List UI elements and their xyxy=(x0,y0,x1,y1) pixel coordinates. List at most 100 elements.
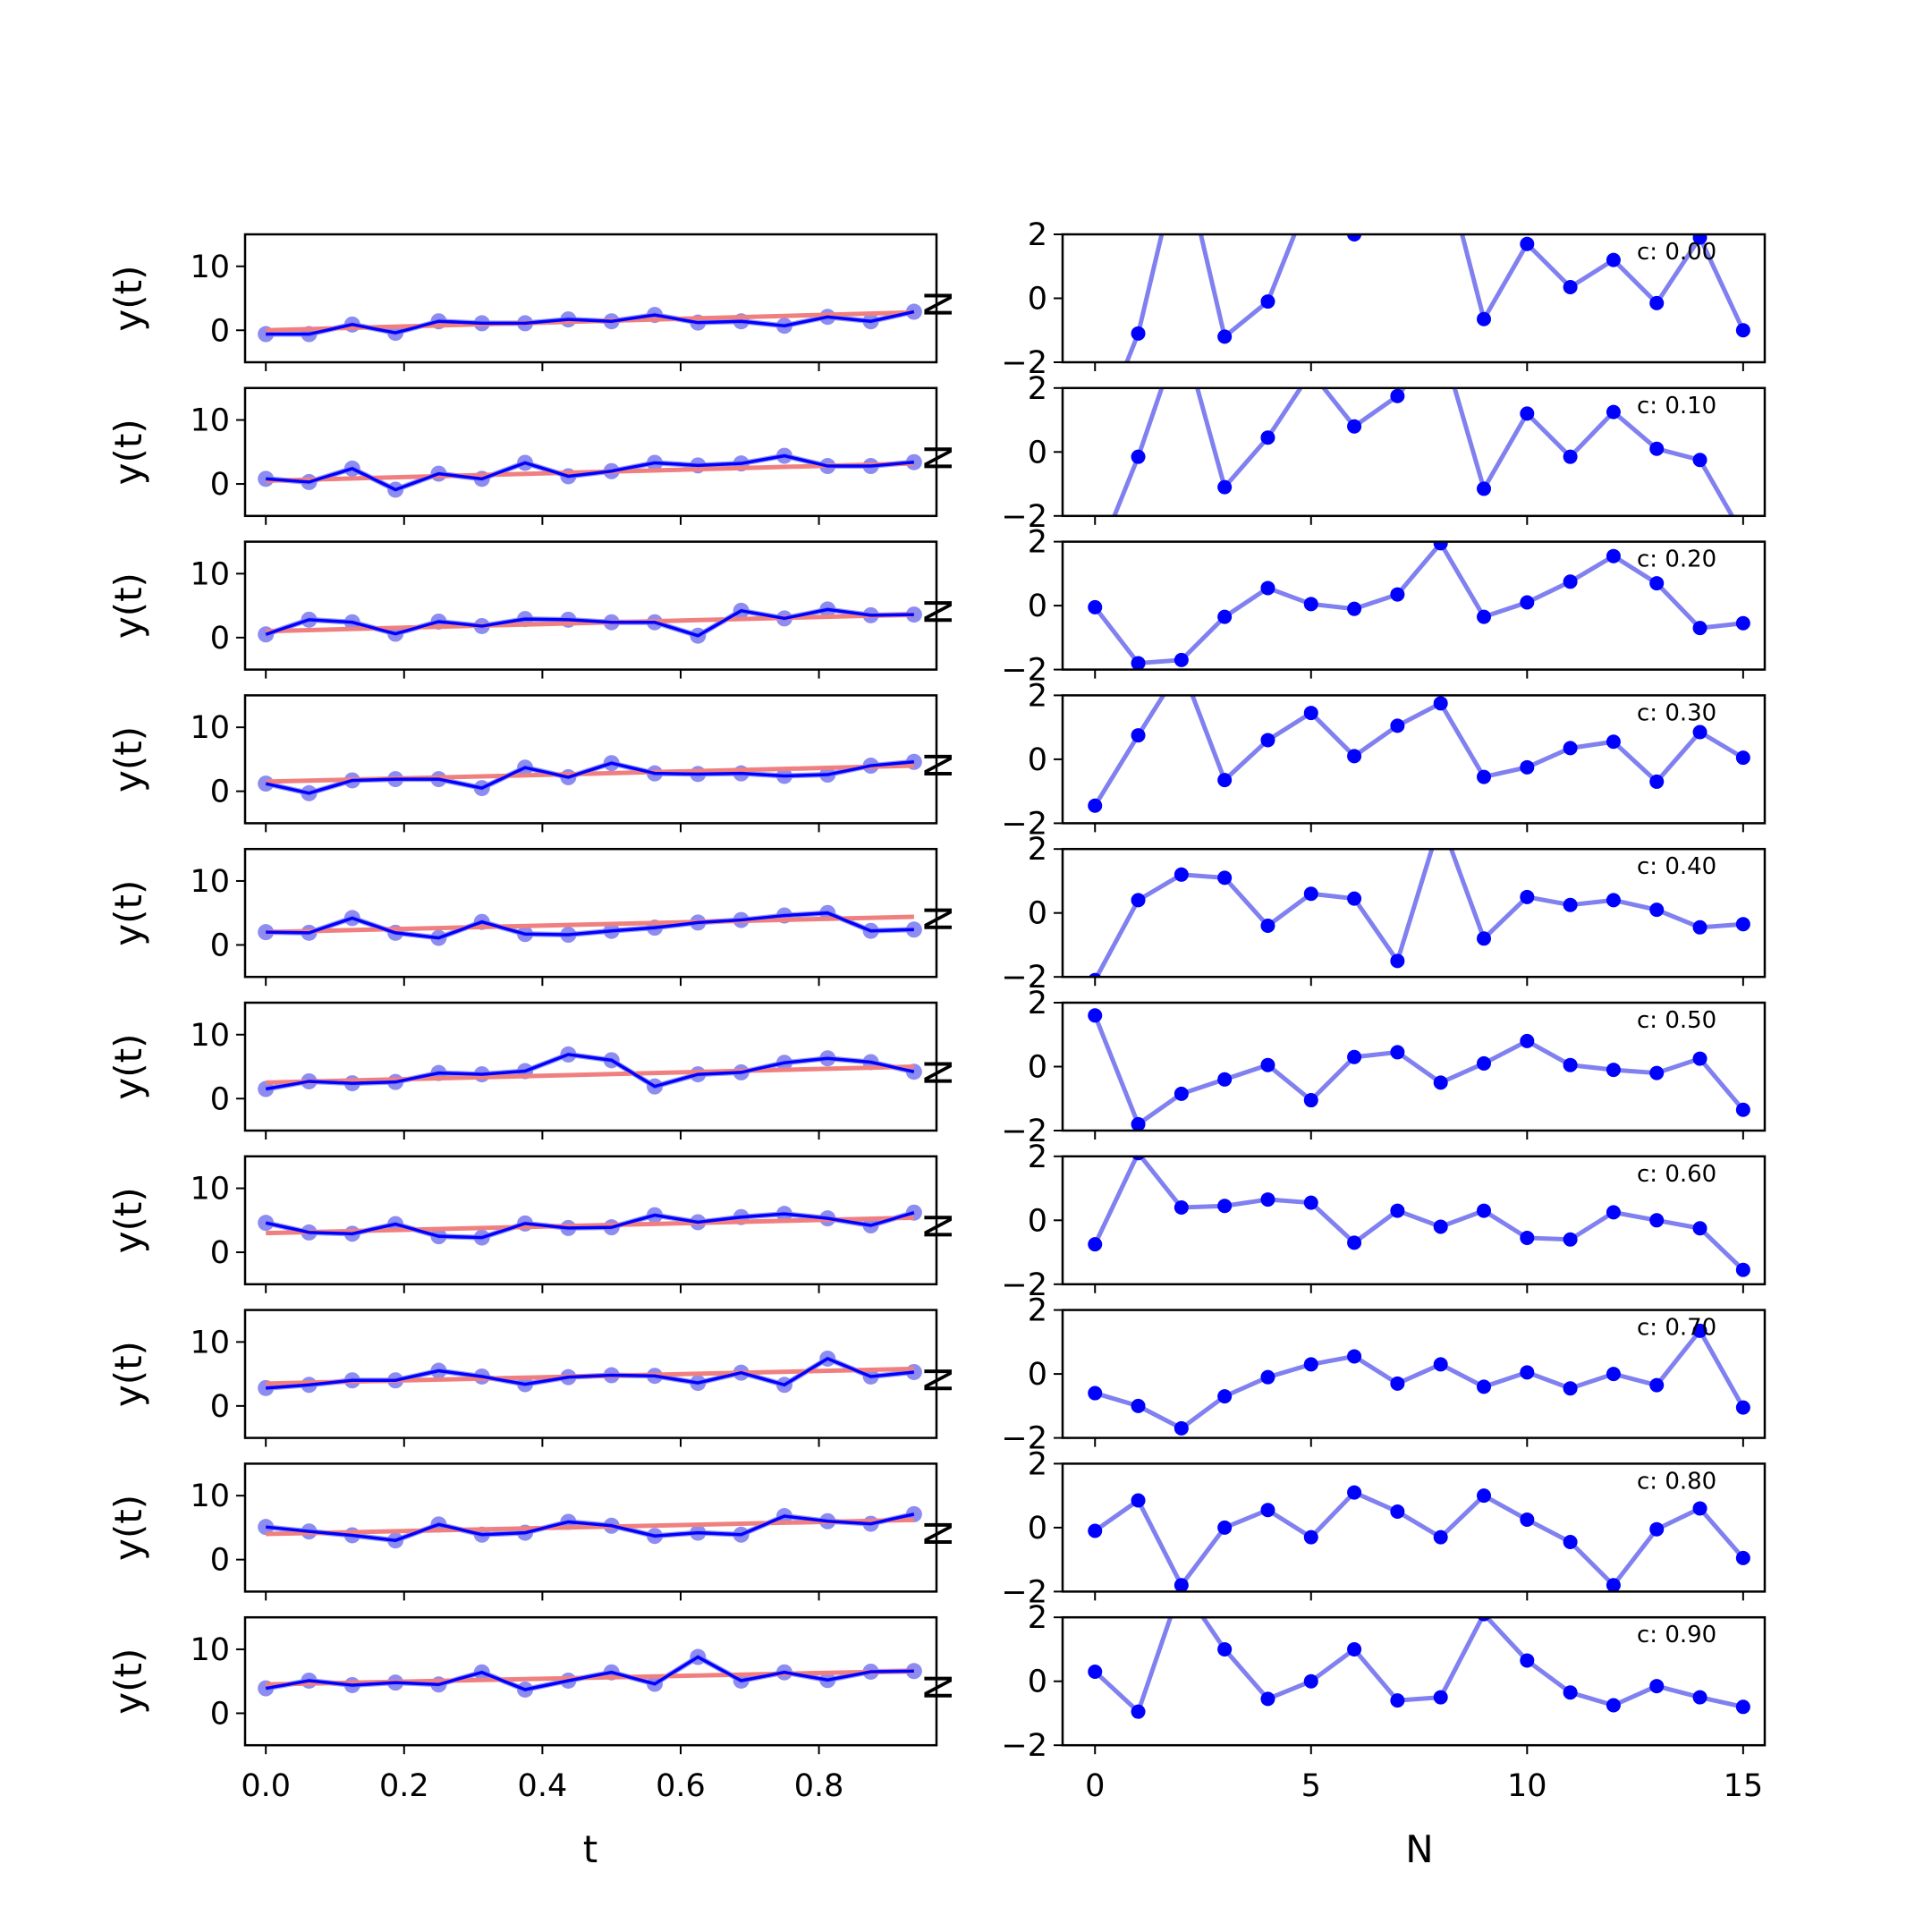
axes-frame xyxy=(1061,540,1767,671)
residual-point xyxy=(1520,1033,1535,1048)
residual-point xyxy=(1692,453,1707,468)
right-ylabel-glyph: N xyxy=(917,1366,961,1394)
residual-point xyxy=(1649,774,1665,789)
residual-point xyxy=(1131,1493,1146,1508)
residual-line xyxy=(1124,234,1746,362)
residual-point xyxy=(1606,1578,1621,1592)
y-tick-label: 0 xyxy=(210,775,230,810)
y-tick-label: 10 xyxy=(190,1325,230,1360)
residual-point xyxy=(1347,1641,1362,1657)
y-tick-label: 0 xyxy=(1028,1511,1047,1546)
y-tick-label: 0 xyxy=(1028,896,1047,932)
y-tick-label: 10 xyxy=(190,1018,230,1054)
residual-point xyxy=(1217,1641,1233,1657)
axes-frame xyxy=(1061,1462,1767,1593)
residual-point xyxy=(1131,326,1146,341)
residual-point xyxy=(1347,891,1362,906)
y-tick-label: 2 xyxy=(1028,1446,1047,1482)
y-tick-label: 10 xyxy=(190,1479,230,1514)
y-tick-label: 10 xyxy=(190,864,230,900)
residual-point xyxy=(1692,1051,1707,1066)
residual-point xyxy=(1735,323,1750,338)
right-column-panels: −2 0 2 c: 0.00 −2 0 2 c: 0.10 −2 0 2 c: 0.20 −2 0 2 c: … xyxy=(1001,144,1767,1804)
plot-area xyxy=(1088,541,1750,670)
left-ylabel: y(t) xyxy=(106,726,150,792)
residual-panel-2: −2 0 2 c: 0.20 xyxy=(1001,525,1767,689)
left-ylabel: y(t) xyxy=(106,880,150,946)
residual-point xyxy=(1260,1057,1275,1072)
residual-point xyxy=(1520,595,1535,610)
residual-point xyxy=(1735,615,1750,631)
residual-point xyxy=(1692,919,1707,935)
right-xlabel: N xyxy=(1405,1827,1433,1871)
residual-line xyxy=(1112,387,1735,516)
plot-area xyxy=(1088,1156,1750,1277)
c-value-label: c: 0.10 xyxy=(1637,393,1716,419)
residual-point xyxy=(1131,1704,1146,1719)
axes-frame xyxy=(1061,847,1767,979)
residual-point xyxy=(1649,1679,1665,1694)
axes-frame xyxy=(1061,1309,1767,1439)
residual-point xyxy=(1563,279,1578,294)
residual-point xyxy=(1433,541,1448,551)
data-line-faint xyxy=(265,1355,915,1391)
residual-point xyxy=(1520,236,1535,251)
left-ylabel: y(t) xyxy=(106,572,150,639)
c-value-label: c: 0.40 xyxy=(1637,853,1716,880)
left-ylabel: y(t) xyxy=(106,1187,150,1253)
residual-point xyxy=(1477,1055,1491,1071)
c-value-label: c: 0.60 xyxy=(1637,1161,1716,1188)
residual-line xyxy=(1093,541,1744,666)
right-ylabel-glyph: N xyxy=(917,597,961,625)
right-ylabel-glyph: N xyxy=(917,904,961,932)
y-tick-label: 10 xyxy=(190,1632,230,1668)
x-tick-label: 10 xyxy=(1507,1768,1547,1804)
plot-area xyxy=(1088,1617,1750,1719)
left-ylabel: y(t) xyxy=(106,419,150,485)
axes-frame xyxy=(243,1309,938,1439)
residual-panel-4: −2 0 2 c: 0.40 xyxy=(1001,832,1767,996)
residual-point xyxy=(1347,1485,1362,1500)
residual-point xyxy=(1649,902,1665,918)
residual-point xyxy=(1217,479,1233,495)
residual-point xyxy=(1692,724,1707,740)
plot-area xyxy=(1089,849,1750,978)
y-tick-label: 2 xyxy=(1028,1293,1047,1329)
residual-point xyxy=(1088,1385,1103,1401)
residual-point xyxy=(1088,1008,1103,1023)
x-tick-label: 0.2 xyxy=(379,1768,429,1804)
residual-point xyxy=(1606,1063,1621,1078)
residual-point xyxy=(1390,1203,1405,1218)
plot-area xyxy=(258,753,922,801)
residual-point xyxy=(1520,1365,1535,1380)
residual-point xyxy=(1131,1156,1145,1161)
residual-point xyxy=(1649,576,1665,591)
y-tick-label: 0 xyxy=(1028,1665,1047,1700)
data-line xyxy=(265,1655,914,1691)
right-ylabel-glyph: N xyxy=(917,1212,961,1240)
plot-area xyxy=(258,1046,922,1097)
c-value-label: c: 0.80 xyxy=(1637,1468,1716,1495)
y-tick-label: 0 xyxy=(1028,1203,1047,1239)
y-tick-label: −2 xyxy=(1001,499,1047,535)
time-series-panel-1: 0 10 xyxy=(190,386,938,525)
residual-point xyxy=(1477,609,1491,624)
y-tick-label: 10 xyxy=(190,710,230,746)
axes-frame xyxy=(243,1462,938,1593)
y-tick-label: 0 xyxy=(1028,1357,1047,1393)
time-series-panel-5: 0 10 xyxy=(190,1001,938,1140)
axes-frame xyxy=(243,694,938,825)
residual-point xyxy=(1390,1504,1405,1520)
residual-point xyxy=(1088,435,1102,449)
residual-point xyxy=(1735,750,1750,766)
y-tick-label: 0 xyxy=(1028,435,1047,470)
residual-point xyxy=(1433,1530,1448,1545)
residual-point xyxy=(1131,449,1146,464)
residual-point xyxy=(1520,889,1535,904)
residual-point xyxy=(1563,1381,1578,1396)
residual-point xyxy=(1477,1488,1491,1504)
residual-point xyxy=(1434,144,1448,158)
residual-line xyxy=(1093,1489,1745,1589)
plot-area xyxy=(258,447,922,498)
y-tick-label: 2 xyxy=(1028,1140,1047,1175)
